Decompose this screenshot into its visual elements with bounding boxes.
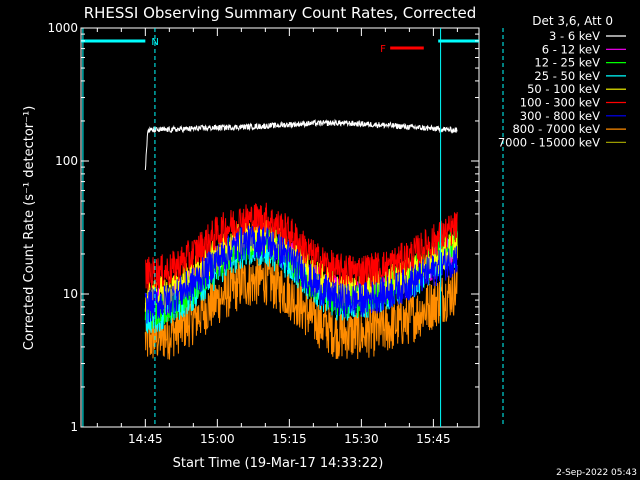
x-tick-label: 15:15	[272, 432, 307, 446]
y-tick-label: 1000	[47, 21, 78, 35]
legend-label: 7000 - 15000 keV	[498, 135, 600, 149]
series-line-7	[144, 254, 458, 360]
legend-header: Det 3,6, Att 0	[532, 14, 613, 28]
legend-label: 800 - 7000 keV	[512, 122, 600, 136]
series-line-6	[144, 225, 458, 324]
legend-label: 12 - 25 keV	[534, 56, 600, 70]
x-tick-label: 15:00	[200, 432, 235, 446]
x-axis-label: Start Time (19-Mar-17 14:33:22)	[173, 456, 384, 471]
legend-label: 25 - 50 keV	[534, 69, 600, 83]
series-line-5	[145, 202, 458, 291]
chart-title: RHESSI Observing Summary Count Rates, Co…	[84, 4, 477, 22]
data-layer	[144, 118, 458, 360]
footer-date: 2-Sep-2022 05:43	[556, 468, 637, 478]
legend-label: 50 - 100 keV	[527, 82, 600, 96]
legend-label: 6 - 12 keV	[542, 42, 600, 56]
y-tick-label: 1	[70, 420, 78, 434]
axis-layer: 14:45 15:00 15:15 15:30 15:45 1 10 100 1000	[47, 21, 479, 446]
y-axis-label: Corrected Count Rate (s⁻¹ detector⁻¹)	[22, 106, 37, 351]
series-line-0	[144, 118, 458, 171]
x-tick-label: 15:45	[416, 432, 451, 446]
x-tick-label: 15:30	[344, 432, 379, 446]
legend-label: 3 - 6 keV	[549, 29, 600, 43]
plot-frame	[80, 27, 480, 428]
annotation-label: N	[151, 37, 158, 48]
marker-layer: NF	[81, 28, 504, 427]
y-tick-label: 10	[63, 287, 78, 301]
legend-label: 100 - 300 keV	[520, 96, 600, 110]
x-tick-label: 14:45	[128, 432, 163, 446]
legend-label: 300 - 800 keV	[520, 109, 600, 123]
y-tick-label: 100	[55, 154, 78, 168]
annotation-label: F	[380, 44, 386, 55]
